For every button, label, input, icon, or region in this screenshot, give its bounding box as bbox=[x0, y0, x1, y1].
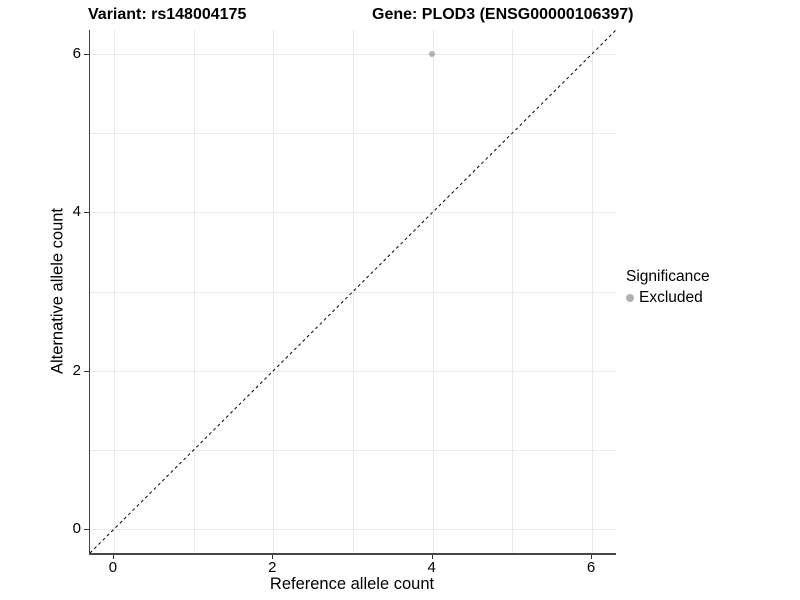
x-tick-label: 4 bbox=[427, 559, 436, 576]
gridline-vertical bbox=[273, 30, 275, 553]
legend: Significance Excluded bbox=[626, 268, 710, 307]
gridline-horizontal bbox=[90, 450, 616, 451]
x-tick-label: 0 bbox=[108, 559, 118, 576]
data-point bbox=[428, 50, 435, 57]
legend-point-icon bbox=[626, 294, 634, 302]
y-tick-mark bbox=[84, 529, 89, 531]
identity-line bbox=[90, 30, 616, 553]
x-tick-label: 2 bbox=[268, 559, 277, 576]
y-tick-label: 6 bbox=[72, 44, 81, 62]
x-tick-mark bbox=[591, 555, 593, 559]
identity-line-layer bbox=[90, 30, 616, 553]
gridline-horizontal bbox=[90, 370, 616, 372]
plot-title-gene: Gene: PLOD3 (ENSG00000106397) bbox=[372, 6, 634, 23]
y-tick-mark bbox=[84, 370, 89, 372]
y-tick-label: 0 bbox=[72, 520, 81, 538]
legend-title: Significance bbox=[626, 268, 710, 285]
legend-item-excluded: Excluded bbox=[626, 289, 710, 307]
gridline-vertical bbox=[193, 30, 195, 553]
x-tick-mark bbox=[112, 555, 114, 559]
y-tick-mark bbox=[84, 212, 89, 214]
y-tick-label: 2 bbox=[72, 361, 81, 379]
plot-title-variant: Variant: rs148004175 bbox=[88, 6, 247, 23]
legend-item-label: Excluded bbox=[639, 289, 703, 306]
x-tick-mark bbox=[431, 555, 433, 559]
y-tick-label: 4 bbox=[72, 203, 81, 221]
x-tick-mark bbox=[272, 555, 274, 559]
gridline-horizontal bbox=[90, 529, 616, 531]
x-tick-label: 6 bbox=[586, 559, 596, 576]
gridline-vertical bbox=[113, 30, 115, 553]
x-axis-title: Reference allele count bbox=[269, 575, 435, 593]
y-axis-title: Alternative allele count bbox=[48, 207, 67, 375]
y-tick-mark bbox=[84, 53, 89, 55]
gridline-horizontal bbox=[90, 291, 616, 293]
plot-panel bbox=[89, 30, 616, 555]
